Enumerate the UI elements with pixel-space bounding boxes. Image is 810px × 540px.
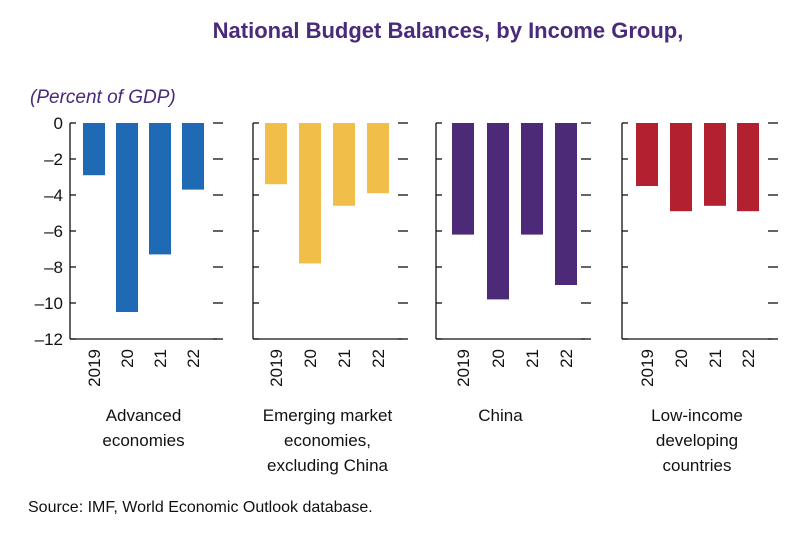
bar xyxy=(333,123,355,206)
y-tick-label: 0 xyxy=(54,114,63,133)
y-axis-unit-label: (Percent of GDP) xyxy=(30,87,176,108)
panel-label: Emerging market xyxy=(263,406,393,425)
x-tick-label: 2019 xyxy=(638,349,657,387)
y-tick-label: –2 xyxy=(44,150,63,169)
panel-label: economies xyxy=(102,431,184,450)
x-tick-label: 21 xyxy=(523,349,542,368)
panel-label: economies, xyxy=(284,431,371,450)
y-tick-label: –12 xyxy=(35,330,63,349)
bar xyxy=(367,123,389,194)
x-tick-label: 20 xyxy=(489,349,508,368)
bar xyxy=(487,123,509,300)
bar xyxy=(670,123,692,212)
bar xyxy=(555,123,577,285)
bar xyxy=(452,123,474,235)
x-tick-label: 22 xyxy=(184,349,203,368)
bar xyxy=(83,123,105,176)
x-tick-label: 20 xyxy=(672,349,691,368)
x-tick-label: 20 xyxy=(301,349,320,368)
plot-area: 0 –2 –4 –6 –8 –10 –12 2019 20 21 22 Advanced economi… xyxy=(35,114,778,475)
x-tick-label: 22 xyxy=(739,349,758,368)
bar xyxy=(704,123,726,206)
x-tick-label: 21 xyxy=(706,349,725,368)
x-tick-label: 2019 xyxy=(267,349,286,387)
panel-label: developing xyxy=(656,431,738,450)
x-tick-label: 20 xyxy=(118,349,137,368)
bar xyxy=(636,123,658,186)
panel-label: Advanced xyxy=(106,406,182,425)
y-tick-label: –10 xyxy=(35,294,63,313)
bar xyxy=(521,123,543,235)
y-tick-label: –8 xyxy=(44,258,63,277)
bar xyxy=(265,123,287,185)
y-tick-label: –4 xyxy=(44,186,63,205)
bar xyxy=(149,123,171,255)
source-note: Source: IMF, World Economic Outlook data… xyxy=(28,499,373,516)
x-tick-label: 2019 xyxy=(454,349,473,387)
panel-label: China xyxy=(478,406,523,425)
bar xyxy=(299,123,321,264)
bar xyxy=(737,123,759,212)
panel-label: countries xyxy=(663,456,732,475)
x-tick-label: 21 xyxy=(335,349,354,368)
x-tick-label: 2019 xyxy=(85,349,104,387)
bar xyxy=(116,123,138,312)
y-tick-label: –6 xyxy=(44,222,63,241)
panel-label: Low-income xyxy=(651,406,743,425)
chart-title: National Budget Balances, by Income Grou… xyxy=(213,18,684,43)
x-tick-label: 22 xyxy=(369,349,388,368)
bar xyxy=(182,123,204,190)
x-tick-label: 21 xyxy=(151,349,170,368)
panel-label: excluding China xyxy=(267,456,389,475)
x-tick-label: 22 xyxy=(557,349,576,368)
